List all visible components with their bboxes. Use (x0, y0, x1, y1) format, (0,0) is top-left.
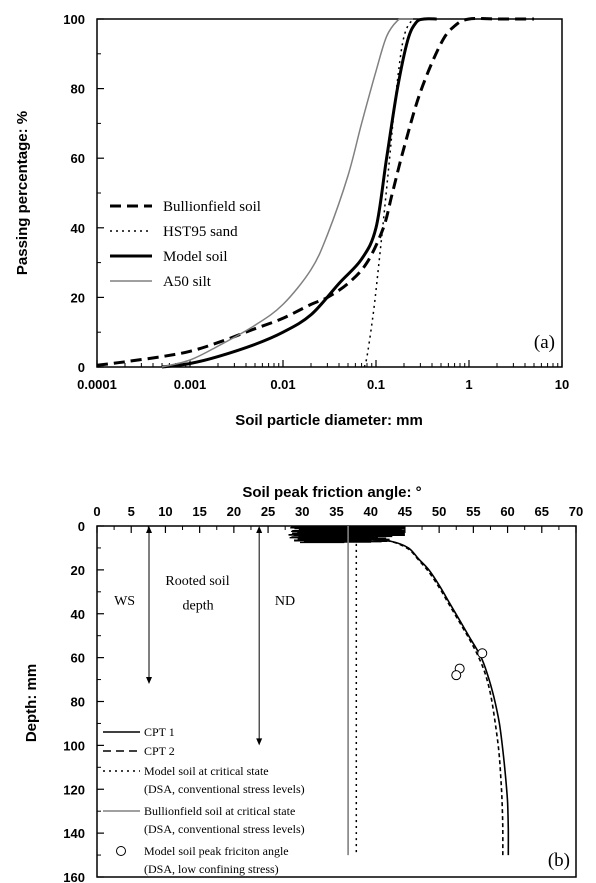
arrow-head-up (146, 526, 153, 533)
panel-a-y-tick-label: 0 (78, 360, 85, 375)
panel-b-y-tick-label: 160 (63, 870, 85, 883)
legend-label-model-critical: Model soil at critical state (144, 764, 269, 778)
panel-b-y-tick-label: 20 (71, 563, 85, 578)
panel-a-y-tick-label: 80 (71, 82, 85, 97)
panel-b-annotation-2: depth (183, 598, 214, 613)
panel-b-x-tick-label: 40 (363, 504, 377, 519)
panel-b-ylabel: Depth: mm (23, 664, 40, 742)
panel-a-xlabel: Soil particle diameter: mm (235, 412, 423, 429)
panel-b-x-tick-label: 70 (569, 504, 583, 519)
panel-a-ticks (96, 18, 563, 368)
panel-b: Soil peak friction angle: ° 0 5 10 15 20 25 30… (23, 484, 583, 883)
panel-a-y-tick-label: 20 (71, 290, 85, 305)
panel-a-series-line-2 (161, 17, 437, 369)
panel-a-y-tick-label: 100 (63, 12, 85, 27)
panel-b-x-tick-label: 50 (432, 504, 446, 519)
panel-b-x-tick-label: 45 (398, 504, 412, 519)
panel-a-x-tick-label: 0.001 (174, 377, 207, 392)
panel-b-series-line-0 (288, 533, 510, 856)
panel-a-frame (96, 18, 563, 368)
panel-a-series-line-0 (96, 16, 534, 367)
panel-b-y-tick-label: 140 (63, 826, 85, 841)
panel-a-y-tick-labels: 0 20 40 60 80 100 (63, 12, 85, 375)
panel-a-x-tick-labels: 0.0001 0.001 0.01 0.1 1 10 (77, 377, 569, 392)
legend-label-bullionfield-critical-line2: (DSA, conventional stress levels) (144, 822, 305, 836)
panel-a: 0.0001 0.001 0.01 0.1 1 10 0 20 40 60 80 100 Soil … (14, 12, 569, 429)
panel-b-x-tick-label: 65 (535, 504, 549, 519)
arrow-head-down (146, 676, 153, 684)
panel-b-label: (b) (548, 850, 570, 871)
legend-label-bullionfield: Bullionfield soil (163, 199, 261, 215)
panel-b-x-tick-label: 60 (500, 504, 514, 519)
legend-label-bullionfield-critical: Bullionfield soil at critical state (144, 804, 295, 818)
panel-a-ylabel: Passing percentage: % (14, 111, 31, 275)
legend-label-peak-angle-line2: (DSA, low confining stress) (144, 862, 279, 876)
panel-a-series (96, 16, 534, 369)
panel-a-x-tick-label: 10 (555, 377, 569, 392)
panel-a-x-tick-label: 0.0001 (77, 377, 117, 392)
legend-label-cpt1: CPT 1 (144, 725, 175, 739)
panel-b-x-tick-label: 0 (93, 504, 100, 519)
panel-b-annotation-1: Rooted soil (165, 574, 229, 589)
peak-angle-marker (451, 670, 462, 681)
panel-a-x-tick-label: 0.1 (367, 377, 385, 392)
arrow-head-up (256, 526, 263, 533)
panel-a-series-line-3 (161, 18, 414, 368)
panel-b-annotations: WS Rooted soil depth ND (114, 526, 295, 746)
panel-a-x-tick-label: 1 (465, 377, 472, 392)
legend-label-hst95: HST95 sand (163, 224, 238, 240)
panel-b-x-tick-label: 15 (192, 504, 206, 519)
panel-b-y-tick-label: 0 (78, 519, 85, 534)
arrow-head-down (256, 738, 263, 746)
legend-label-a50: A50 silt (163, 274, 212, 290)
panel-a-y-tick-label: 40 (71, 221, 85, 236)
panel-a-y-tick-label: 60 (71, 151, 85, 166)
panel-b-x-tick-label: 10 (158, 504, 172, 519)
panel-b-x-tick-label: 30 (295, 504, 309, 519)
panel-b-series (288, 526, 510, 856)
legend-label-model-soil: Model soil (163, 249, 228, 265)
panel-b-x-tick-labels: 0 5 10 15 20 25 30 35 40 45 50 55 60 65 70 (93, 504, 583, 519)
panel-b-x-tick-label: 55 (466, 504, 480, 519)
panel-b-title: Soil peak friction angle: ° (242, 484, 421, 501)
panel-b-x-tick-label: 20 (227, 504, 241, 519)
panel-b-x-tick-label: 5 (128, 504, 135, 519)
panel-b-x-tick-label: 25 (261, 504, 275, 519)
panel-a-legend: Bullionfield soil HST95 sand Model soil … (110, 199, 261, 290)
panel-b-y-tick-label: 120 (63, 782, 85, 797)
panel-b-y-tick-label: 60 (71, 651, 85, 666)
panel-b-y-tick-labels: 0 20 40 60 80 100 120 140 160 (63, 519, 85, 883)
panel-b-annotation-0: WS (114, 594, 135, 609)
panel-b-y-tick-label: 100 (63, 738, 85, 753)
panel-a-label: (a) (534, 332, 555, 353)
panel-a-x-tick-label: 0.01 (270, 377, 295, 392)
panel-b-x-tick-label: 35 (329, 504, 343, 519)
panel-b-legend: CPT 1 CPT 2 Model soil at critical state… (103, 725, 305, 876)
legend-marker-peak-angle (116, 846, 126, 856)
panel-a-series-line-1 (363, 18, 416, 368)
peak-angle-marker (477, 648, 488, 659)
legend-label-peak-angle: Model soil peak friciton angle (144, 844, 289, 858)
panel-b-y-tick-label: 40 (71, 607, 85, 622)
cpt-near-surface-scatter (289, 526, 405, 544)
panel-b-y-tick-label: 80 (71, 695, 85, 710)
panel-b-annotation-3: ND (275, 594, 295, 609)
legend-label-model-critical-line2: (DSA, conventional stress levels) (144, 782, 305, 796)
panel-b-series-line-1 (288, 533, 504, 856)
legend-label-cpt2: CPT 2 (144, 744, 175, 758)
